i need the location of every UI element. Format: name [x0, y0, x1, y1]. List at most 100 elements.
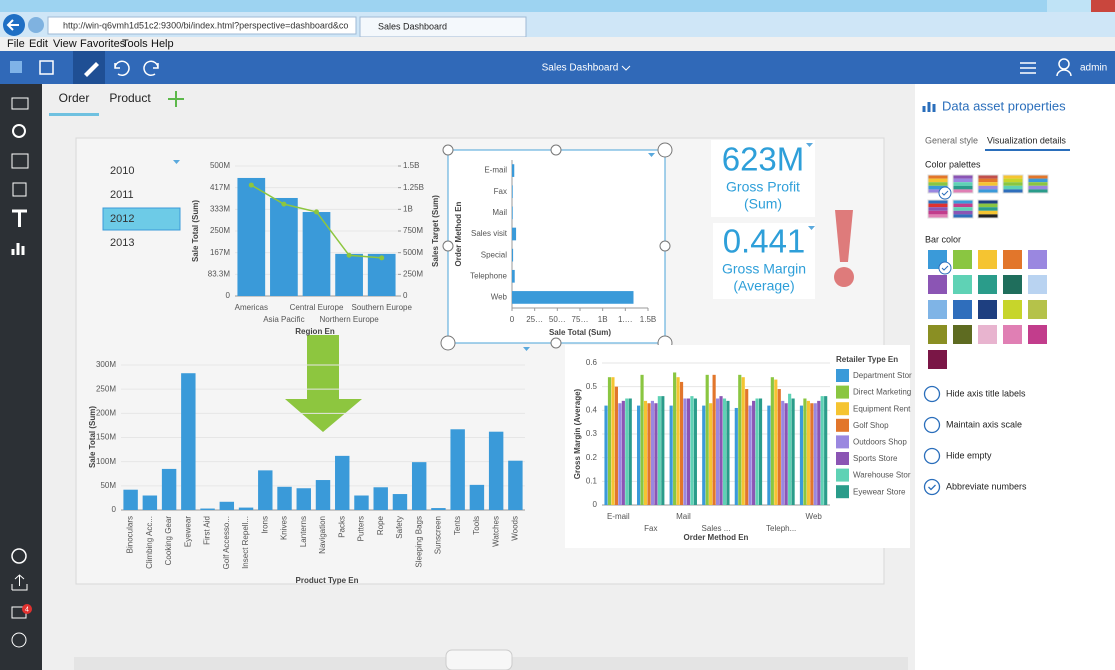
menu-item[interactable]: Tools: [122, 38, 148, 50]
palette[interactable]: [977, 199, 999, 219]
color-swatch[interactable]: [953, 325, 972, 344]
year-item[interactable]: 2010: [110, 165, 134, 177]
palette[interactable]: [977, 174, 999, 194]
palette[interactable]: [952, 199, 974, 219]
resize-handle[interactable]: [442, 144, 454, 156]
kpi-tile[interactable]: [713, 223, 815, 299]
legend-label[interactable]: Outdoors Shop: [853, 438, 907, 447]
redo-button[interactable]: [143, 60, 159, 76]
color-swatch[interactable]: [928, 275, 947, 294]
palette[interactable]: [1002, 174, 1024, 194]
palette[interactable]: [1027, 174, 1049, 194]
filter-icon[interactable]: [523, 347, 530, 351]
legend-label[interactable]: Equipment Rent: [853, 404, 911, 413]
save-button[interactable]: [39, 60, 54, 75]
app-logo[interactable]: [10, 61, 22, 73]
color-swatch[interactable]: [928, 300, 947, 319]
widgets-button[interactable]: [12, 182, 27, 197]
edit-button[interactable]: [73, 51, 105, 84]
pin-button[interactable]: [11, 632, 27, 648]
option-toggle[interactable]: [923, 478, 941, 496]
legend-label[interactable]: Eyewear Store: [853, 487, 906, 496]
menu-item[interactable]: File: [7, 38, 25, 50]
legend-label[interactable]: Sports Store: [853, 454, 898, 463]
palette[interactable]: [927, 199, 949, 219]
undo-button[interactable]: [114, 60, 130, 76]
rotate-handle[interactable]: [440, 335, 456, 351]
kpi-tile[interactable]: [711, 140, 815, 217]
add-button[interactable]: [11, 548, 27, 564]
legend-label[interactable]: Golf Shop: [853, 421, 889, 430]
user-name[interactable]: admin: [1080, 63, 1107, 74]
color-swatch[interactable]: [978, 250, 997, 269]
color-swatch[interactable]: [1028, 275, 1047, 294]
color-swatch[interactable]: [928, 350, 947, 369]
visualizations-button[interactable]: [11, 243, 25, 255]
address-bar[interactable]: [47, 16, 357, 35]
color-swatch[interactable]: [1003, 250, 1022, 269]
arrow-shape[interactable]: [285, 335, 362, 432]
close-button[interactable]: [1091, 0, 1115, 12]
media-button[interactable]: [11, 153, 29, 169]
panel-tab[interactable]: General style: [925, 135, 978, 145]
color-swatch[interactable]: [978, 300, 997, 319]
legend-label[interactable]: Department Stor: [853, 371, 912, 380]
resize-handle[interactable]: [550, 337, 562, 349]
year-item[interactable]: 2013: [110, 237, 134, 249]
color-swatch[interactable]: [953, 300, 972, 319]
dashboard-tab[interactable]: Product: [109, 91, 151, 105]
color-swatch[interactable]: [928, 325, 947, 344]
palette[interactable]: [952, 174, 974, 194]
menu-item[interactable]: View: [53, 38, 77, 50]
option-label[interactable]: Hide empty: [946, 450, 992, 460]
menu-item[interactable]: Edit: [29, 38, 48, 50]
option-label[interactable]: Maintain axis scale: [946, 419, 1022, 429]
resize-handle[interactable]: [550, 144, 562, 156]
color-swatch[interactable]: [1028, 300, 1047, 319]
color-swatch[interactable]: [953, 250, 972, 269]
text-button[interactable]: [12, 209, 27, 227]
grid-toggle[interactable]: [445, 649, 513, 670]
color-swatch[interactable]: [1003, 275, 1022, 294]
option-label[interactable]: Hide axis title labels: [946, 388, 1026, 398]
menu-item[interactable]: Favorites: [80, 38, 126, 50]
option-toggle[interactable]: [923, 385, 941, 403]
dashboard-tab[interactable]: Order: [59, 91, 90, 105]
forward-button[interactable]: [28, 17, 44, 33]
selected-widget[interactable]: [447, 149, 666, 344]
filter-icon[interactable]: [648, 153, 655, 157]
option-toggle[interactable]: [923, 416, 941, 434]
minimize-button[interactable]: [1047, 0, 1069, 12]
color-swatch[interactable]: [1028, 250, 1047, 269]
title-chevron[interactable]: [621, 65, 631, 71]
menu-item[interactable]: Help: [151, 38, 174, 50]
maximize-button[interactable]: [1069, 0, 1091, 12]
year-item[interactable]: 2011: [110, 189, 134, 201]
expand-handle[interactable]: [657, 142, 673, 158]
search-button[interactable]: [12, 124, 26, 138]
properties-button[interactable]: [1020, 62, 1036, 74]
option-toggle[interactable]: [923, 447, 941, 465]
dashboard-title[interactable]: Sales Dashboard: [542, 63, 619, 74]
color-swatch[interactable]: [1028, 325, 1047, 344]
color-swatch[interactable]: [1003, 300, 1022, 319]
filter-icon[interactable]: [173, 160, 180, 164]
year-item[interactable]: 2012: [110, 213, 134, 225]
add-tab-button[interactable]: [168, 91, 184, 107]
palette[interactable]: [927, 174, 949, 194]
color-swatch[interactable]: [978, 275, 997, 294]
panel-tab[interactable]: Visualization details: [987, 135, 1066, 145]
option-label[interactable]: Abbreviate numbers: [946, 481, 1027, 491]
legend-label[interactable]: Direct Marketing: [853, 388, 911, 397]
exclamation-shape[interactable]: [835, 210, 853, 262]
data-sources-button[interactable]: [11, 97, 29, 110]
resize-handle[interactable]: [659, 240, 671, 252]
color-swatch[interactable]: [978, 325, 997, 344]
share-button[interactable]: [11, 574, 28, 591]
legend-label[interactable]: Warehouse Stor: [853, 471, 911, 480]
color-swatch[interactable]: [1003, 325, 1022, 344]
user-icon[interactable]: [1058, 58, 1070, 70]
color-swatch[interactable]: [953, 275, 972, 294]
bar: [673, 372, 677, 505]
resize-handle[interactable]: [442, 240, 454, 252]
